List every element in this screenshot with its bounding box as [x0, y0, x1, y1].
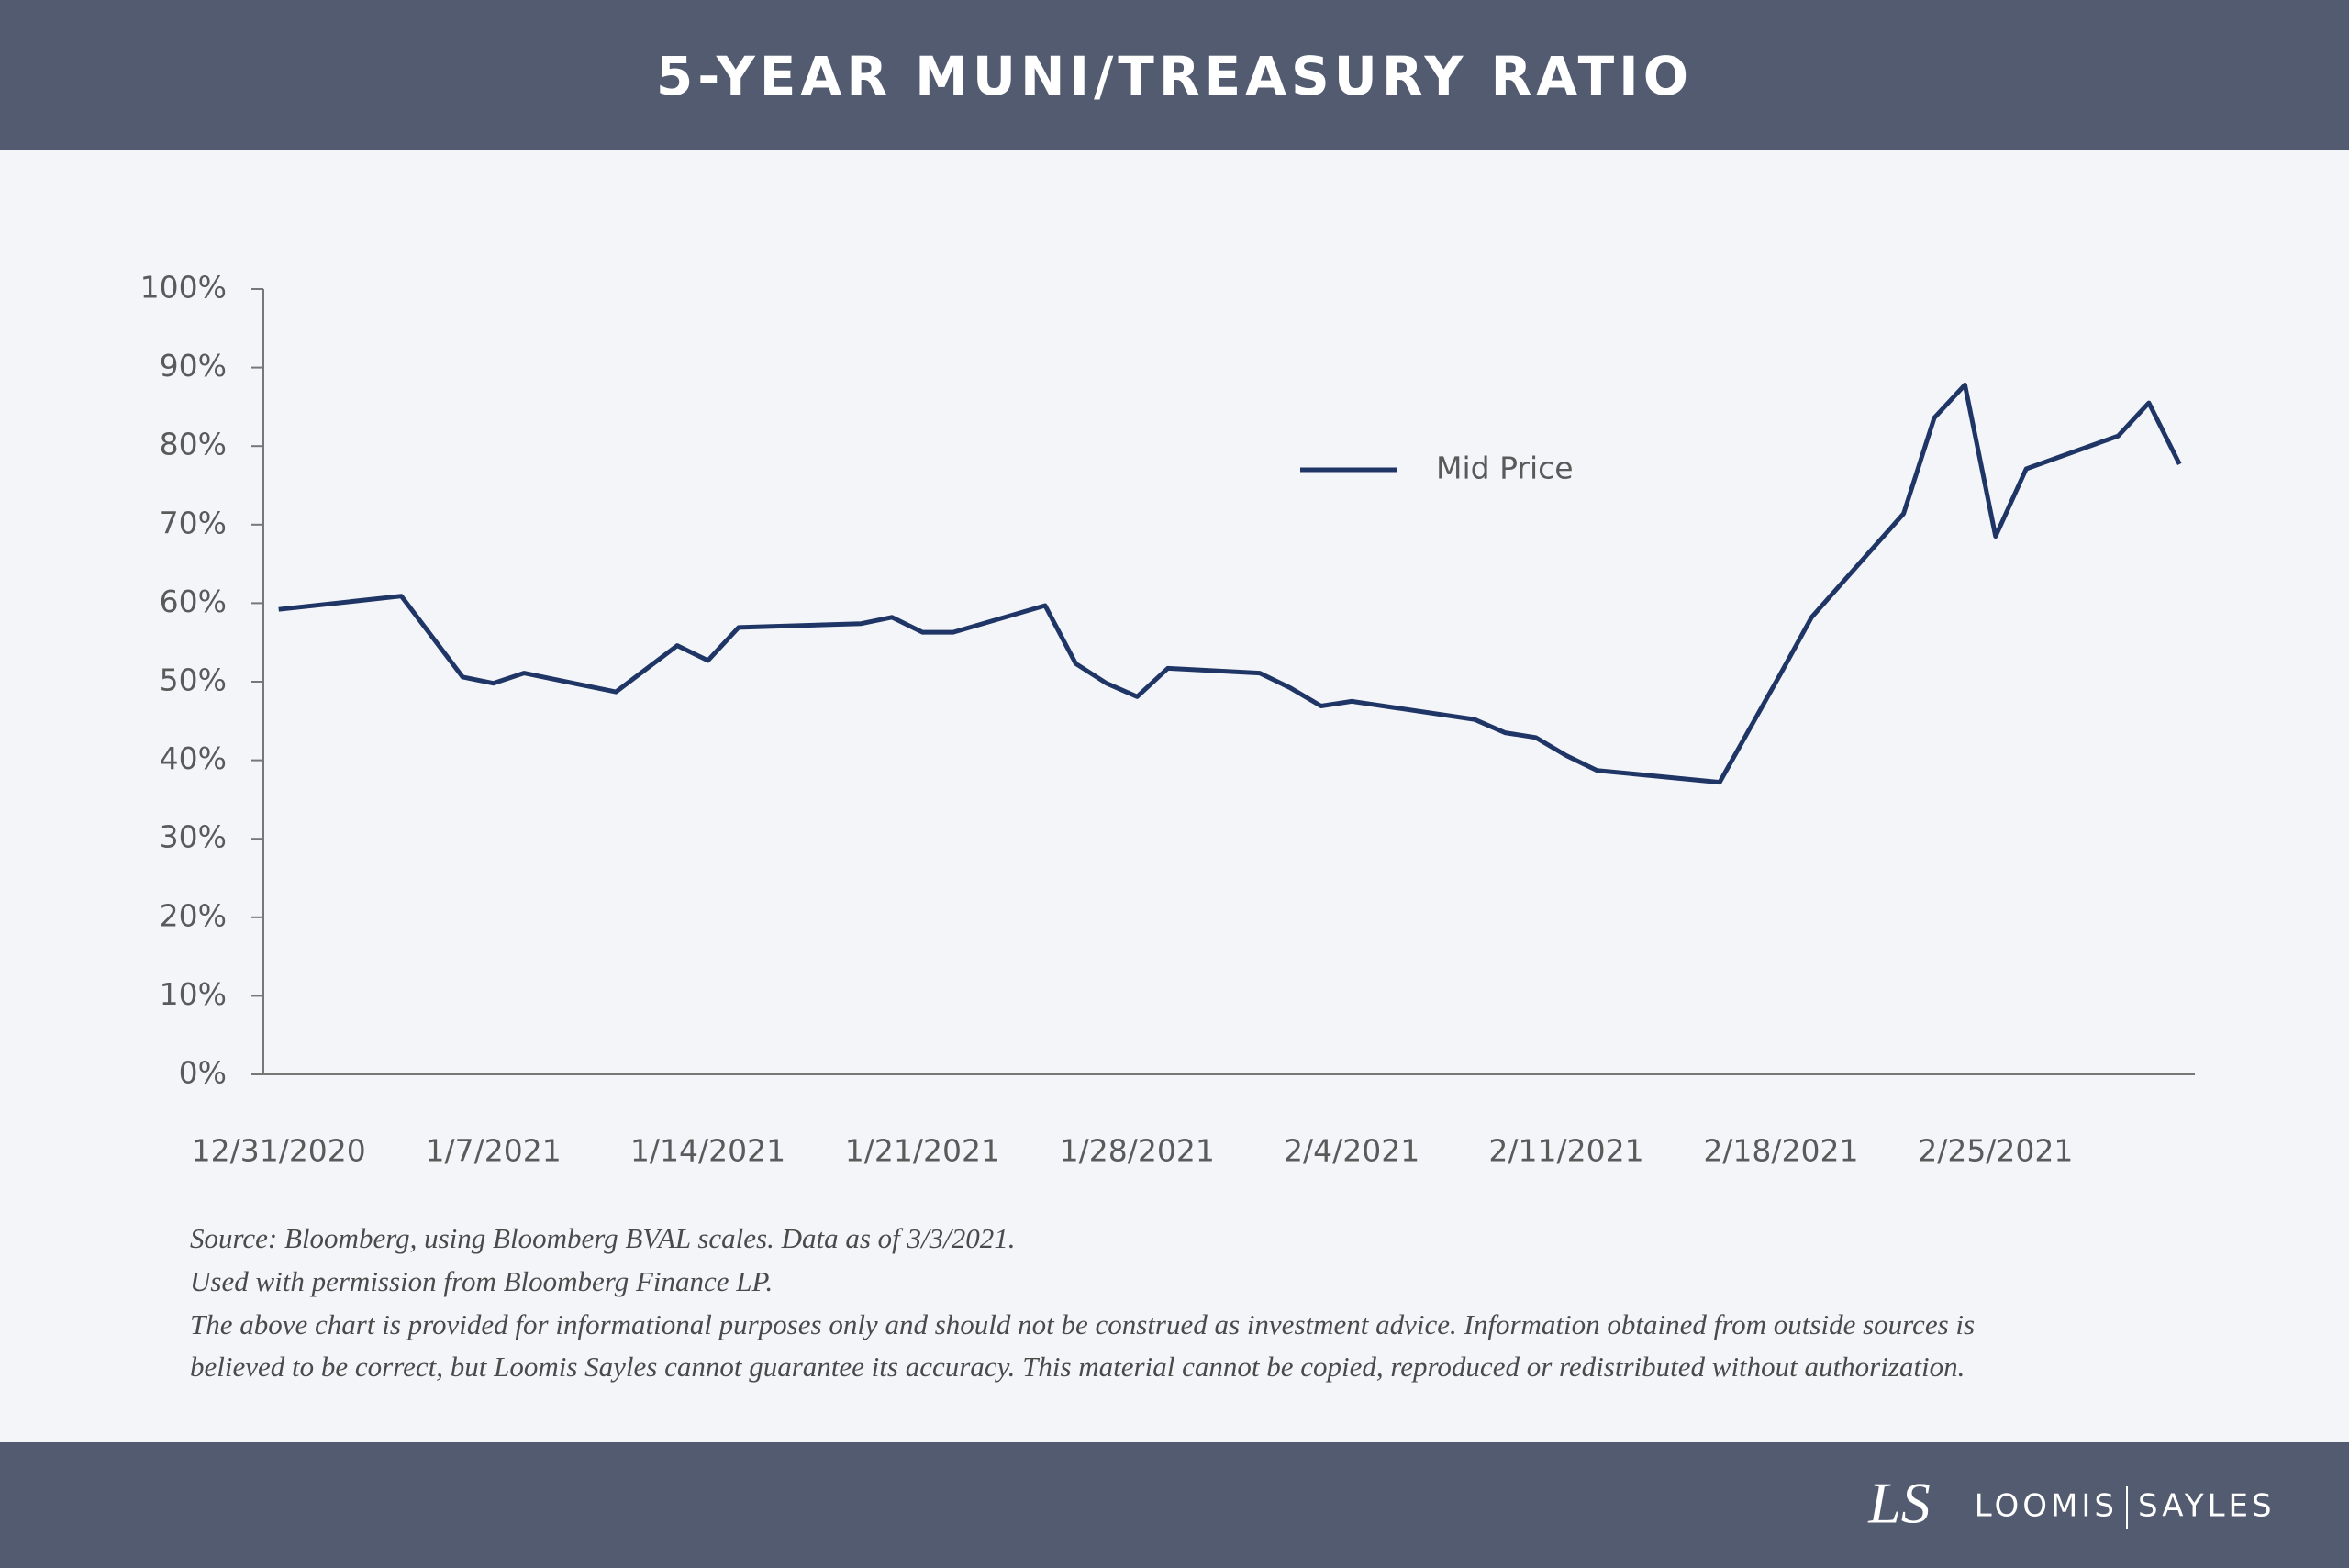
footer-band [0, 1442, 2349, 1568]
footnote: believed to be correct, but Loomis Sayle… [190, 1351, 1965, 1383]
x-tick-label: 2/4/2021 [1284, 1133, 1419, 1169]
header-band [0, 0, 2349, 150]
y-tick-label: 100% [140, 270, 227, 306]
y-tick-label: 90% [160, 348, 227, 384]
y-tick-label: 40% [160, 740, 227, 776]
x-tick-label: 12/31/2020 [192, 1133, 366, 1169]
x-tick-label: 1/7/2021 [425, 1133, 561, 1169]
y-tick-label: 10% [160, 976, 227, 1012]
y-tick-label: 30% [160, 819, 227, 855]
y-tick-label: 70% [160, 505, 227, 540]
x-tick-label: 1/14/2021 [630, 1133, 785, 1169]
logo-word: SAYLES [2138, 1488, 2276, 1525]
y-tick-label: 50% [160, 662, 227, 698]
y-tick-label: 80% [160, 427, 227, 462]
footnote: Used with permission from Bloomberg Fina… [190, 1265, 773, 1297]
chart-title: 5-YEAR MUNI/TREASURY RATIO [656, 45, 1693, 107]
x-tick-label: 2/25/2021 [1918, 1133, 2073, 1169]
x-tick-label: 1/28/2021 [1060, 1133, 1215, 1169]
x-tick-label: 2/11/2021 [1488, 1133, 1643, 1169]
footnote: The above chart is provided for informat… [190, 1308, 1975, 1340]
line-series [278, 382, 2182, 785]
y-tick-label: 20% [160, 897, 227, 933]
x-tick-label: 1/21/2021 [845, 1133, 1000, 1169]
logo-monogram: LS [1867, 1471, 1931, 1536]
x-tick-label: 2/18/2021 [1703, 1133, 1858, 1169]
y-tick-label: 60% [160, 584, 227, 619]
logo-word: LOOMIS [1975, 1488, 2118, 1525]
y-tick-label: 0% [179, 1055, 227, 1091]
footnote: Source: Bloomberg, using Bloomberg BVAL … [190, 1222, 1016, 1254]
legend-label: Mid Price [1436, 450, 1574, 486]
